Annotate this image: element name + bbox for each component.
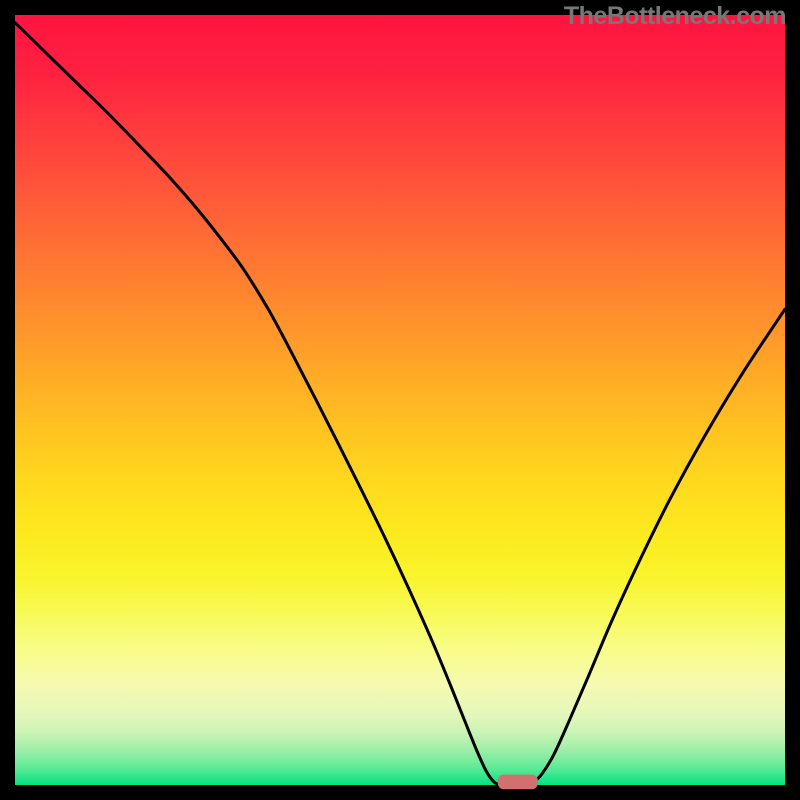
watermark-text: TheBottleneck.com	[564, 2, 786, 31]
bottleneck-chart: TheBottleneck.com	[0, 0, 800, 800]
chart-svg	[0, 0, 800, 800]
gradient-background	[15, 15, 785, 785]
optimal-marker	[498, 775, 538, 790]
